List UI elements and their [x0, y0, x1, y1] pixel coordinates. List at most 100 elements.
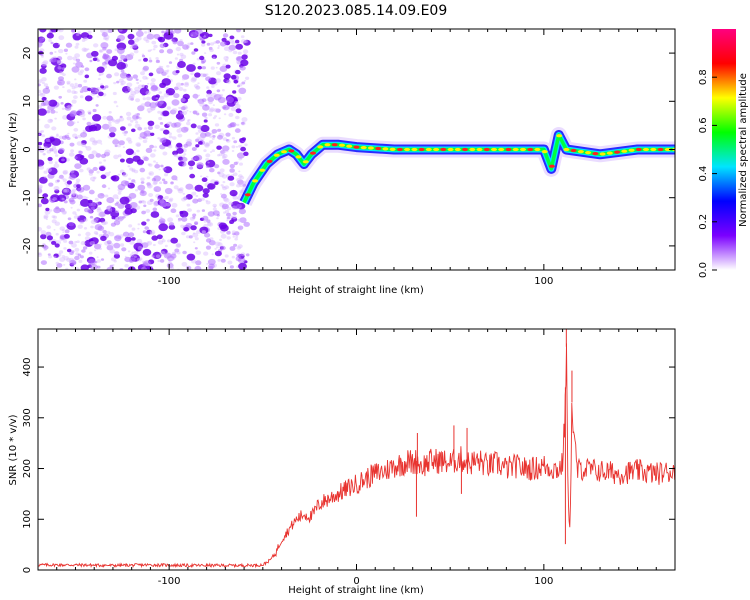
- noise-speckle: [106, 29, 111, 33]
- noise-speckle: [50, 41, 54, 45]
- noise-speckle: [170, 208, 177, 213]
- noise-speckle: [137, 105, 145, 112]
- noise-speckle: [158, 168, 161, 171]
- noise-speckle: [186, 253, 196, 261]
- noise-speckle: [144, 101, 152, 107]
- noise-speckle: [221, 203, 229, 210]
- noise-speckle: [209, 168, 215, 173]
- ridge-peak: [643, 147, 649, 152]
- noise-speckle: [195, 132, 199, 135]
- noise-speckle: [241, 54, 248, 60]
- noise-speckle: [136, 258, 142, 262]
- noise-speckle: [77, 253, 82, 257]
- noise-speckle: [220, 224, 229, 232]
- noise-speckle: [116, 62, 126, 70]
- noise-speckle: [62, 210, 67, 214]
- noise-speckle: [133, 49, 139, 54]
- noise-speckle: [71, 86, 76, 90]
- noise-speckle: [205, 245, 212, 250]
- noise-speckle: [129, 240, 135, 245]
- noise-speckle: [88, 189, 95, 195]
- noise-speckle: [145, 90, 151, 95]
- noise-speckle: [40, 260, 48, 265]
- noise-speckle: [83, 242, 86, 245]
- ridge-peak: [266, 159, 273, 163]
- noise-speckle: [54, 243, 60, 248]
- noise-speckle: [192, 62, 196, 65]
- noise-speckle: [90, 189, 94, 192]
- ridge-peak: [382, 147, 389, 151]
- noise-speckle: [81, 65, 85, 68]
- noise-speckle: [130, 208, 137, 214]
- noise-speckle: [212, 135, 216, 138]
- noise-speckle: [193, 84, 199, 88]
- noise-speckle: [233, 161, 238, 166]
- noise-speckle: [70, 193, 79, 200]
- noise-speckle: [223, 150, 227, 154]
- ridge-peak: [512, 147, 519, 152]
- spectrogram-ytick-label: 0: [22, 146, 33, 152]
- noise-speckle: [53, 207, 61, 214]
- noise-speckle: [128, 87, 133, 92]
- ridge-peak: [411, 147, 418, 152]
- noise-speckle: [38, 184, 43, 189]
- noise-speckle: [232, 215, 237, 220]
- noise-speckle: [191, 76, 198, 82]
- noise-speckle: [75, 178, 81, 183]
- noise-speckle: [55, 134, 59, 137]
- snr-frame: [37, 328, 676, 571]
- noise-speckle: [81, 249, 86, 253]
- noise-speckle: [142, 75, 148, 80]
- noise-speckle: [88, 169, 94, 174]
- noise-speckle: [171, 175, 178, 181]
- noise-speckle: [203, 119, 208, 123]
- noise-speckle: [89, 241, 96, 246]
- noise-speckle: [66, 180, 72, 185]
- noise-speckle: [216, 217, 219, 220]
- spectrogram-ytick-label: 10: [22, 95, 33, 108]
- noise-speckle: [206, 219, 211, 223]
- noise-speckle: [66, 120, 75, 127]
- noise-speckle: [208, 140, 214, 144]
- noise-speckle: [74, 240, 78, 244]
- noise-speckle: [56, 59, 61, 63]
- noise-speckle: [76, 141, 83, 146]
- noise-speckle: [234, 237, 238, 241]
- noise-speckle: [188, 235, 193, 239]
- noise-speckle: [167, 217, 174, 223]
- noise-speckle: [229, 182, 235, 187]
- noise-speckle: [113, 100, 118, 104]
- noise-speckle: [187, 160, 196, 167]
- noise-speckle: [158, 91, 162, 94]
- noise-speckle: [153, 186, 162, 193]
- noise-speckle: [133, 38, 140, 43]
- noise-speckle: [136, 143, 141, 147]
- noise-speckle: [159, 250, 166, 256]
- noise-speckle: [117, 203, 125, 209]
- noise-speckle: [241, 217, 245, 221]
- noise-speckle: [43, 153, 46, 156]
- noise-speckle: [187, 120, 190, 122]
- noise-speckle: [52, 42, 60, 49]
- noise-speckle: [145, 209, 151, 213]
- noise-speckle: [110, 222, 116, 227]
- noise-speckle: [222, 89, 225, 92]
- noise-speckle: [170, 266, 175, 270]
- noise-speckle: [197, 94, 201, 97]
- noise-speckle: [182, 110, 188, 115]
- noise-speckle: [207, 96, 215, 103]
- ridge-peak: [273, 153, 280, 157]
- noise-speckle: [113, 138, 118, 142]
- noise-speckle: [237, 244, 243, 249]
- noise-speckle: [186, 203, 191, 207]
- ridge-peak: [317, 145, 324, 149]
- noise-speckle: [215, 40, 221, 44]
- noise-speckle: [177, 219, 181, 222]
- snr-xtick-label: 100: [534, 576, 553, 587]
- noise-speckle: [77, 215, 87, 223]
- noise-speckle: [228, 49, 233, 53]
- noise-speckle: [191, 34, 194, 37]
- noise-speckle: [168, 61, 173, 64]
- noise-speckle: [63, 188, 70, 193]
- noise-speckle: [82, 117, 86, 121]
